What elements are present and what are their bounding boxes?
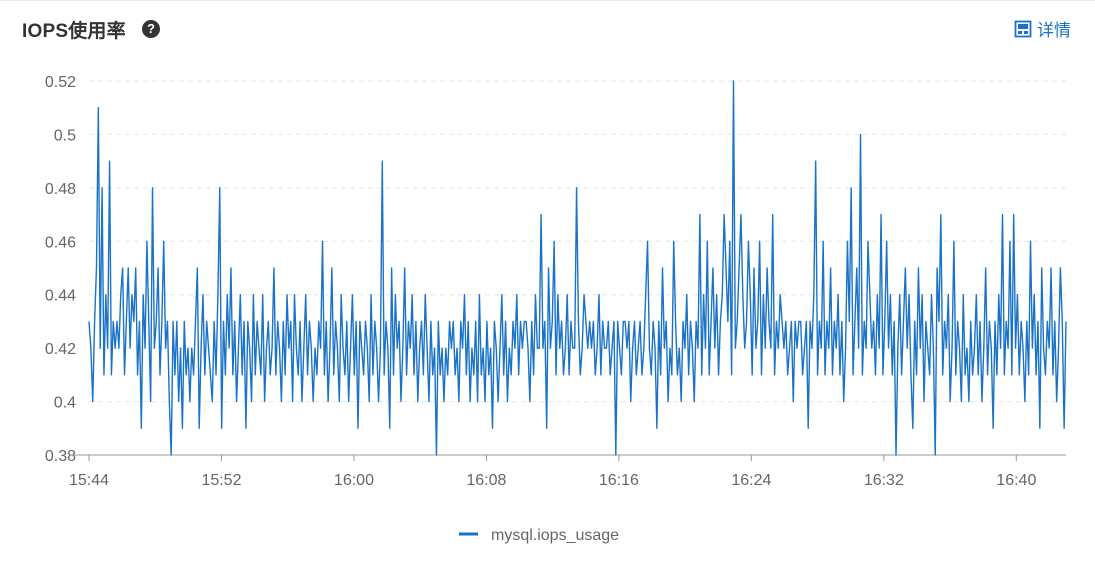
x-tick-label: 15:52 [201,472,241,489]
y-tick-label: 0.44 [45,288,76,305]
x-axis-ticks: 15:44 15:52 16:00 16:08 16:16 16:24 16:32 16:40 [69,455,1036,489]
legend[interactable]: mysql.iops_usage [459,527,619,544]
x-tick-label: 15:44 [69,472,109,489]
legend-label: mysql.iops_usage [491,527,619,544]
question-circle-icon[interactable]: ? [142,20,160,38]
x-tick-label: 16:00 [334,472,374,489]
chart-header: IOPS使用率 ? 详情 [0,1,1095,55]
y-tick-label: 0.42 [45,341,76,358]
y-tick-label: 0.4 [54,395,76,412]
x-tick-label: 16:24 [731,472,771,489]
y-tick-label: 0.48 [45,181,76,198]
chart-title: IOPS使用率 [22,21,126,42]
x-tick-label: 16:16 [599,472,639,489]
y-tick-label: 0.38 [45,448,76,465]
series-line [88,80,1067,456]
y-tick-label: 0.46 [45,234,76,251]
panel-icon [1014,20,1032,37]
y-tick-label: 0.5 [54,127,76,144]
detail-label: 详情 [1037,21,1071,40]
x-tick-label: 16:32 [864,472,904,489]
y-axis-ticks: 0.38 0.4 0.42 0.44 0.46 0.48 0.5 0.52 [45,74,76,465]
x-tick-label: 16:08 [466,472,506,489]
y-tick-label: 0.52 [45,74,76,91]
x-tick-label: 16:40 [996,472,1036,489]
detail-link[interactable]: 详情 [1014,16,1071,41]
